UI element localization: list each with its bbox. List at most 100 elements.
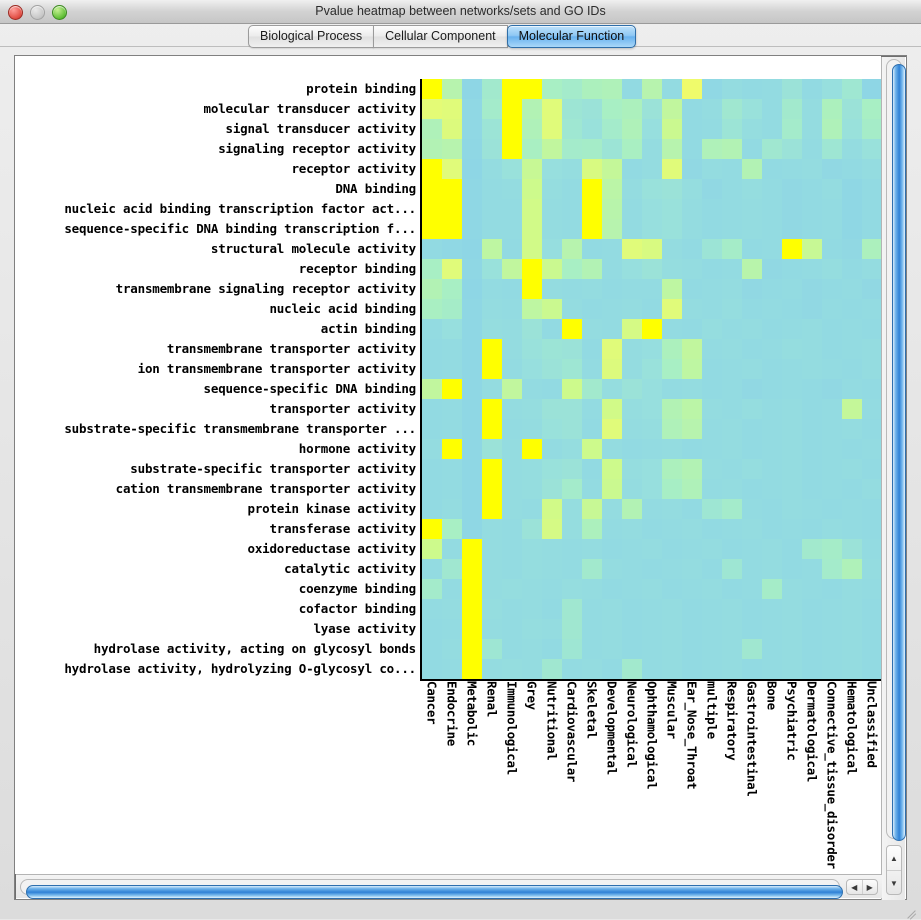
heatmap-cell[interactable] [662, 539, 682, 559]
heatmap-cell[interactable] [502, 379, 522, 399]
heatmap-cell[interactable] [682, 139, 702, 159]
heatmap-cell[interactable] [742, 139, 762, 159]
heatmap-cell[interactable] [522, 439, 542, 459]
heatmap-cell[interactable] [562, 179, 582, 199]
heatmap-cell[interactable] [642, 219, 662, 239]
heatmap-cell[interactable] [602, 559, 622, 579]
heatmap-cell[interactable] [502, 299, 522, 319]
heatmap-cell[interactable] [662, 359, 682, 379]
heatmap-cell[interactable] [862, 139, 881, 159]
heatmap-cell[interactable] [762, 279, 782, 299]
heatmap-cell[interactable] [862, 299, 881, 319]
heatmap-cell[interactable] [742, 619, 762, 639]
heatmap-cell[interactable] [862, 439, 881, 459]
heatmap-cell[interactable] [522, 599, 542, 619]
heatmap-cell[interactable] [602, 499, 622, 519]
heatmap-cell[interactable] [762, 119, 782, 139]
heatmap-cell[interactable] [502, 259, 522, 279]
heatmap-cell[interactable] [522, 519, 542, 539]
heatmap-cell[interactable] [842, 319, 862, 339]
heatmap-cell[interactable] [442, 419, 462, 439]
heatmap-cell[interactable] [422, 219, 442, 239]
heatmap-cell[interactable] [482, 179, 502, 199]
heatmap-cell[interactable] [522, 659, 542, 679]
heatmap-cell[interactable] [422, 299, 442, 319]
heatmap-cell[interactable] [802, 559, 822, 579]
heatmap-cell[interactable] [442, 659, 462, 679]
heatmap-cell[interactable] [622, 499, 642, 519]
heatmap-cell[interactable] [702, 319, 722, 339]
heatmap-cell[interactable] [782, 79, 802, 99]
heatmap-cell[interactable] [762, 659, 782, 679]
horizontal-scroll-thumb[interactable] [26, 885, 843, 899]
heatmap-cell[interactable] [802, 499, 822, 519]
heatmap-cell[interactable] [782, 339, 802, 359]
horizontal-scroll-track[interactable] [20, 879, 843, 899]
heatmap-cell[interactable] [722, 479, 742, 499]
heatmap-cell[interactable] [642, 239, 662, 259]
heatmap-cell[interactable] [782, 519, 802, 539]
heatmap-cell[interactable] [562, 479, 582, 499]
heatmap-cell[interactable] [702, 439, 722, 459]
heatmap-cell[interactable] [582, 159, 602, 179]
heatmap-cell[interactable] [682, 299, 702, 319]
heatmap-cell[interactable] [622, 559, 642, 579]
heatmap-cell[interactable] [422, 339, 442, 359]
heatmap-cell[interactable] [722, 239, 742, 259]
heatmap-cell[interactable] [642, 99, 662, 119]
heatmap-cell[interactable] [762, 319, 782, 339]
heatmap-cell[interactable] [802, 579, 822, 599]
heatmap-cell[interactable] [702, 619, 722, 639]
heatmap-cell[interactable] [642, 379, 662, 399]
maximize-button[interactable] [52, 5, 67, 20]
heatmap-cell[interactable] [842, 139, 862, 159]
heatmap-cell[interactable] [622, 99, 642, 119]
heatmap-cell[interactable] [822, 639, 842, 659]
heatmap-cell[interactable] [502, 639, 522, 659]
heatmap-cell[interactable] [462, 119, 482, 139]
heatmap-cell[interactable] [482, 479, 502, 499]
heatmap-cell[interactable] [682, 459, 702, 479]
heatmap-cell[interactable] [762, 259, 782, 279]
heatmap-cell[interactable] [542, 479, 562, 499]
heatmap-cell[interactable] [822, 99, 842, 119]
heatmap-cell[interactable] [742, 119, 762, 139]
heatmap-cell[interactable] [742, 299, 762, 319]
heatmap-cell[interactable] [762, 419, 782, 439]
heatmap-cell[interactable] [722, 579, 742, 599]
heatmap-cell[interactable] [702, 239, 722, 259]
heatmap-cell[interactable] [622, 439, 642, 459]
heatmap-cell[interactable] [702, 639, 722, 659]
heatmap-cell[interactable] [622, 459, 642, 479]
heatmap-cell[interactable] [562, 299, 582, 319]
heatmap-cell[interactable] [502, 459, 522, 479]
heatmap-cell[interactable] [542, 79, 562, 99]
heatmap-cell[interactable] [522, 499, 542, 519]
heatmap-cell[interactable] [542, 659, 562, 679]
heatmap-cell[interactable] [822, 199, 842, 219]
tab-molecular-function[interactable]: Molecular Function [506, 25, 637, 48]
heatmap-cell[interactable] [602, 299, 622, 319]
heatmap-cell[interactable] [582, 79, 602, 99]
heatmap-cell[interactable] [722, 399, 742, 419]
heatmap-cell[interactable] [682, 659, 702, 679]
heatmap-cell[interactable] [862, 199, 881, 219]
heatmap-cell[interactable] [582, 319, 602, 339]
heatmap-cell[interactable] [542, 159, 562, 179]
heatmap-cell[interactable] [642, 259, 662, 279]
heatmap-cell[interactable] [642, 579, 662, 599]
heatmap-cell[interactable] [822, 379, 842, 399]
heatmap-cell[interactable] [662, 599, 682, 619]
heatmap-cell[interactable] [722, 559, 742, 579]
heatmap-cell[interactable] [802, 659, 822, 679]
heatmap-cell[interactable] [602, 639, 622, 659]
heatmap-cell[interactable] [422, 139, 442, 159]
heatmap-cell[interactable] [742, 359, 762, 379]
heatmap-cell[interactable] [542, 199, 562, 219]
heatmap-cell[interactable] [862, 259, 881, 279]
heatmap-cell[interactable] [642, 459, 662, 479]
heatmap-cell[interactable] [722, 99, 742, 119]
heatmap-cell[interactable] [802, 339, 822, 359]
heatmap-cell[interactable] [822, 359, 842, 379]
heatmap-cell[interactable] [502, 519, 522, 539]
